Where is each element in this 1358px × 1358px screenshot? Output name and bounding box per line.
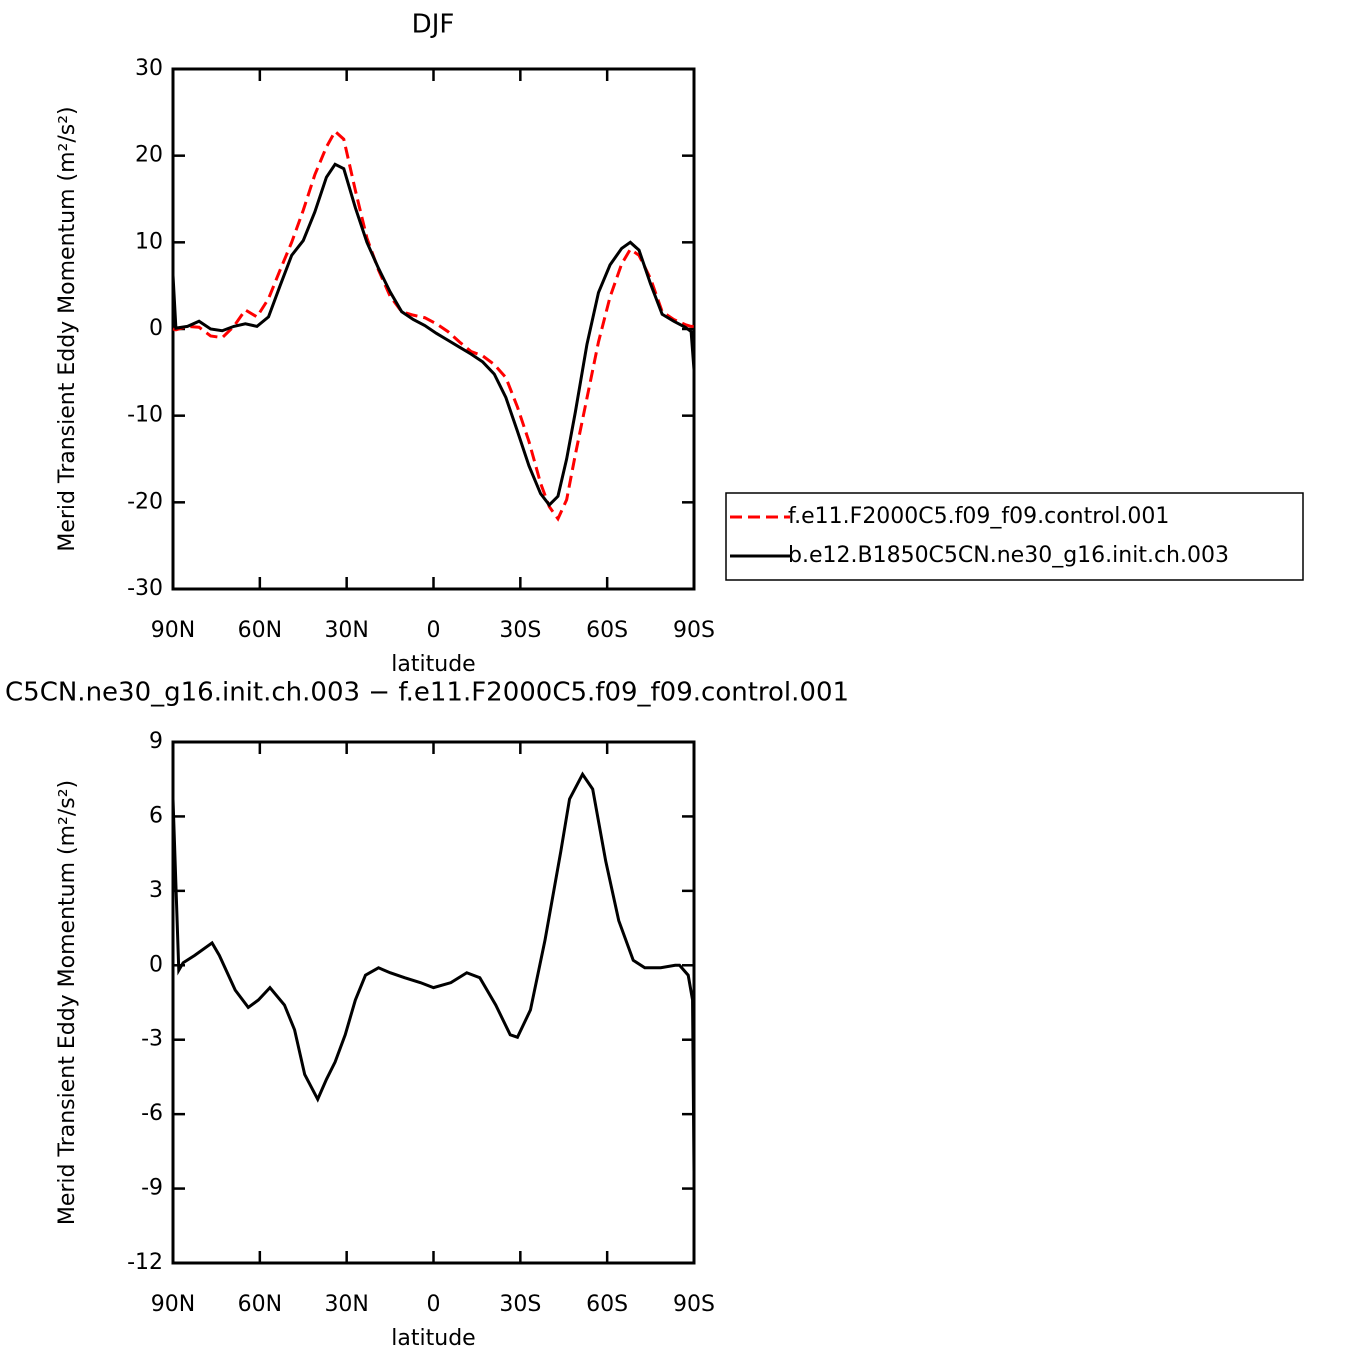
x-tick-label: 60N [238,618,282,643]
y-tick-label: 10 [135,229,163,254]
y-tick-label: -12 [127,1250,163,1275]
x-tick-label: 30S [499,618,541,643]
x-tick-label: 60S [586,1292,628,1317]
x-axis-label: latitude [391,1326,475,1351]
x-tick-label: 0 [427,618,441,643]
y-tick-label: 6 [149,803,163,828]
data-line [172,129,694,522]
x-tick-label: 30N [324,1292,368,1317]
y-tick-label: 0 [149,316,163,341]
x-tick-label: 90S [673,1292,715,1317]
y-tick-label: -30 [127,576,163,601]
x-tick-label: 60S [586,618,628,643]
data-line [171,771,696,1172]
chart-title: C5CN.ne30_g16.init.ch.003 − f.e11.F2000C… [5,678,849,708]
y-tick-label: -20 [127,489,163,514]
x-tick-label: 90N [151,618,195,643]
x-tick-label: 90S [673,618,715,643]
legend-box [725,492,1304,581]
y-axis-label: Merid Transient Eddy Momentum (m²/s²) [55,106,80,551]
legend-label: f.e11.F2000C5.f09_f09.control.001 [788,504,1169,529]
chart-title: DJF [412,10,455,40]
y-tick-label: 0 [149,952,163,977]
legend-label: b.e12.B1850C5CN.ne30_g16.init.ch.003 [788,543,1229,568]
y-tick-label: -3 [141,1027,163,1052]
y-tick-label: -10 [127,403,163,428]
x-tick-label: 30N [324,618,368,643]
plot-frame [171,67,696,591]
plot-frame [171,740,696,1265]
data-line [171,162,696,508]
y-tick-label: -9 [141,1176,163,1201]
y-tick-label: 30 [135,56,163,81]
y-tick-label: -6 [141,1101,163,1126]
x-tick-label: 60N [238,1292,282,1317]
x-tick-label: 30S [499,1292,541,1317]
y-tick-label: 20 [135,143,163,168]
y-tick-label: 9 [149,729,163,754]
y-tick-label: 3 [149,878,163,903]
y-axis-label: Merid Transient Eddy Momentum (m²/s²) [55,780,80,1225]
x-axis-label: latitude [391,652,475,677]
x-tick-label: 0 [427,1292,441,1317]
x-tick-label: 90N [151,1292,195,1317]
